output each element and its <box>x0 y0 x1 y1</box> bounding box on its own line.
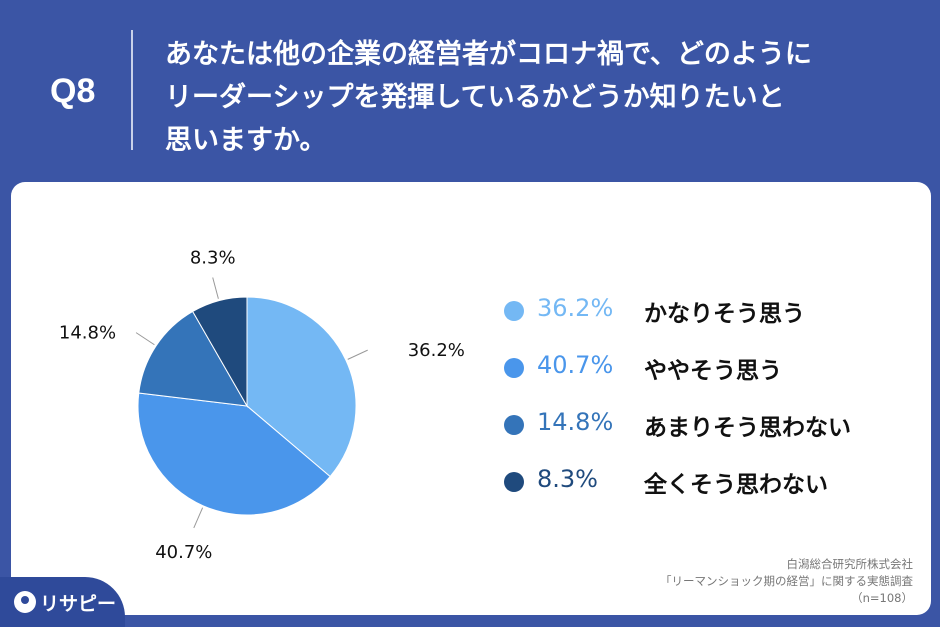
source-company: 白潟総合研究所株式会社 <box>786 557 914 571</box>
question-number: Q8 <box>50 72 96 110</box>
slice-label: 14.8% <box>59 323 116 344</box>
pie-slice <box>138 310 248 407</box>
source-sample-size: （n=108） <box>851 591 913 605</box>
logo-text: リサピー <box>40 593 117 615</box>
legend-dot <box>504 301 524 321</box>
legend-dot <box>504 472 524 492</box>
question-line: あなたは他の企業の経営者がコロナ禍で、どのように <box>165 39 812 70</box>
legend-value: 40.7% <box>537 351 614 379</box>
divider <box>131 30 133 150</box>
pie-chart: 36.2% 40.7% 14.8% 8.3% <box>59 247 465 563</box>
chart-card: 36.2% 40.7% 14.8% 8.3% 36.2% かなりそう思う 40.7% … <box>11 182 931 615</box>
question-text: あなたは他の企業の経営者がコロナ禍で、どのように リーダーシップを発揮しているか… <box>165 33 885 162</box>
question-line: 思いますか。 <box>165 125 327 156</box>
question-line: リーダーシップを発揮しているかどうか知りたいと <box>165 82 785 113</box>
legend-label: かなりそう思う <box>644 301 805 327</box>
slice-label: 40.7% <box>155 542 212 563</box>
logo-icon <box>14 591 36 613</box>
legend-value: 8.3% <box>537 465 598 493</box>
source-survey: 「リーマンショック期の経営」に関する実態調査 <box>660 574 913 588</box>
header: Q8 あなたは他の企業の経営者がコロナ禍で、どのように リーダーシップを発揮して… <box>0 0 940 182</box>
pie-slice <box>192 296 248 408</box>
slice-label: 8.3% <box>190 247 236 268</box>
legend-label: 全くそう思わない <box>644 472 828 498</box>
pie-slice <box>246 296 357 478</box>
leader-line <box>347 349 368 360</box>
leader-line <box>212 277 219 299</box>
leader-line <box>135 332 155 346</box>
brand-logo: リサピー <box>0 577 125 627</box>
legend-dot <box>504 358 524 378</box>
legend-value: 36.2% <box>537 294 614 322</box>
source-note: 白潟総合研究所株式会社 「リーマンショック期の経営」に関する実態調査 （n=10… <box>660 556 913 607</box>
legend-dot <box>504 415 524 435</box>
slice-label: 36.2% <box>408 340 465 361</box>
legend-label: ややそう思う <box>644 358 782 384</box>
pie-slice <box>137 392 331 516</box>
legend-value: 14.8% <box>537 408 614 436</box>
legend-label: あまりそう思わない <box>644 415 851 441</box>
leader-line <box>193 507 204 529</box>
